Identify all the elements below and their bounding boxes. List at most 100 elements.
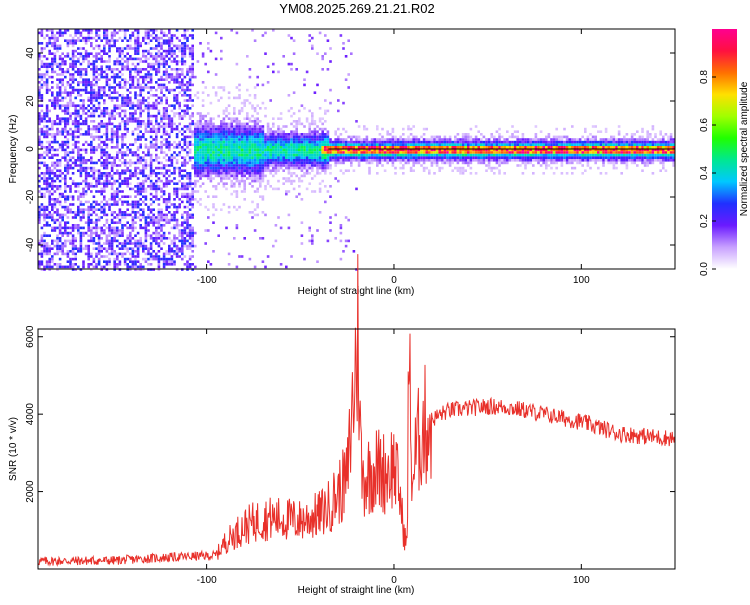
spectrogram-cell	[74, 190, 77, 193]
spectrogram-cell	[136, 70, 140, 74]
spectrogram-cell	[368, 169, 371, 172]
spectrogram-cell	[183, 205, 187, 209]
spectrogram-cell	[261, 138, 265, 141]
spectrogram-cell	[40, 161, 44, 165]
spectrogram-cell	[199, 140, 202, 144]
spectrogram-cell	[300, 156, 304, 159]
spectrogram-cell	[92, 148, 96, 152]
spectrogram-cell	[225, 161, 228, 165]
spectrogram-cell	[318, 148, 322, 152]
spectrogram-cell	[350, 159, 353, 162]
spectrogram-cell	[82, 99, 85, 102]
spectrogram-cell	[326, 148, 330, 152]
spectrogram-cell	[45, 44, 49, 48]
spectrogram-cell	[105, 125, 109, 128]
spectrogram-cell	[118, 112, 122, 115]
spectrogram-cell	[173, 187, 176, 191]
spectrogram-cell	[87, 221, 90, 224]
spectrogram-cell	[139, 91, 142, 94]
spectrogram-cell	[201, 156, 205, 159]
spectrogram-cell	[360, 146, 363, 149]
spectrogram-cell	[287, 172, 291, 175]
spectrogram-cell	[108, 252, 111, 256]
spectrogram-cell	[116, 252, 119, 256]
spectrogram-cell	[103, 166, 106, 170]
spectrogram-cell	[110, 31, 114, 35]
spectrogram-cell	[183, 130, 187, 133]
spectrogram-cell	[71, 143, 75, 146]
spectrogram-cell	[56, 153, 59, 157]
spectrogram-cell	[131, 174, 135, 178]
spectrogram-cell	[376, 148, 379, 152]
spectrogram-cell	[126, 130, 129, 133]
spectrogram-cell	[217, 114, 220, 118]
spectrogram-cell	[417, 161, 421, 165]
spectrogram-cell	[40, 140, 44, 144]
spectrogram-cell	[139, 187, 142, 191]
spectrogram-cell	[433, 146, 436, 149]
spectrogram-cell	[152, 36, 155, 40]
spectrogram-cell	[82, 195, 85, 198]
spectrogram-cell	[105, 221, 109, 224]
spectrogram-cell	[97, 44, 101, 48]
spectrogram-cell	[155, 94, 158, 97]
spectrogram-cell	[103, 125, 106, 128]
spectrogram-cell	[240, 135, 244, 139]
spectrogram-cell	[282, 140, 285, 144]
spectrogram-cell	[110, 195, 114, 198]
spectrogram-cell	[321, 143, 324, 146]
spectrogram-cell	[144, 55, 148, 58]
spectrogram-cell	[155, 159, 158, 162]
spectrogram-cell	[233, 166, 236, 170]
spectrogram-cell	[110, 237, 114, 240]
spectrogram-cell	[108, 47, 111, 50]
spectrogram-cell	[227, 151, 231, 154]
spectrogram-cell	[256, 166, 259, 170]
spectrogram-cell	[186, 112, 189, 115]
spectrogram-cell	[155, 60, 158, 63]
spectrogram-cell	[207, 161, 210, 165]
spectrogram-cell	[136, 216, 140, 219]
spectrogram-cell	[82, 161, 85, 165]
spectrogram-cell	[217, 133, 220, 136]
spectrogram-cell	[165, 169, 168, 172]
spectrogram-cell	[134, 242, 137, 245]
spectrogram-cell	[256, 133, 259, 136]
spectrogram-cell	[142, 52, 145, 55]
spectrogram-cell	[69, 75, 72, 79]
spectrogram-cell	[422, 133, 426, 136]
spectrogram-cell	[139, 242, 142, 245]
spectrogram-cell	[116, 143, 119, 146]
spectrogram-cell	[394, 143, 397, 146]
spectrogram-cell	[129, 242, 132, 245]
spectrogram-cell	[139, 130, 142, 133]
spectrogram-cell	[212, 221, 215, 224]
spectrogram-cell	[204, 120, 207, 123]
spectrogram-cell	[181, 49, 184, 53]
spectrogram-cell	[58, 187, 62, 191]
spectrogram-cell	[129, 172, 132, 175]
spectrogram-cell	[308, 229, 311, 232]
spectrogram-cell	[126, 122, 129, 126]
spectrogram-cell	[79, 203, 83, 206]
spectrogram-cell	[212, 195, 215, 198]
spectrogram-cell	[214, 135, 218, 139]
spectrogram-cell	[116, 83, 119, 87]
spectrogram-cell	[248, 166, 252, 170]
spectrogram-cell	[181, 185, 184, 188]
spectrogram-cell	[157, 109, 161, 113]
spectrogram-cell	[51, 60, 54, 63]
spectrogram-cell	[165, 164, 168, 167]
spectrogram-cell	[165, 52, 168, 55]
spectrogram-cell	[110, 213, 114, 217]
spectrogram-cell	[90, 29, 93, 32]
spectrogram-cell	[61, 34, 64, 37]
spectrogram-cell	[264, 156, 267, 159]
spectrogram-cell	[45, 81, 49, 84]
spectrogram-cell	[292, 151, 296, 154]
spectrogram-cell	[282, 148, 285, 152]
spectrogram-cell	[92, 174, 96, 178]
spectrogram-cell	[38, 57, 41, 61]
spectrogram-cell	[103, 47, 106, 50]
spectrogram-cell	[326, 135, 330, 139]
